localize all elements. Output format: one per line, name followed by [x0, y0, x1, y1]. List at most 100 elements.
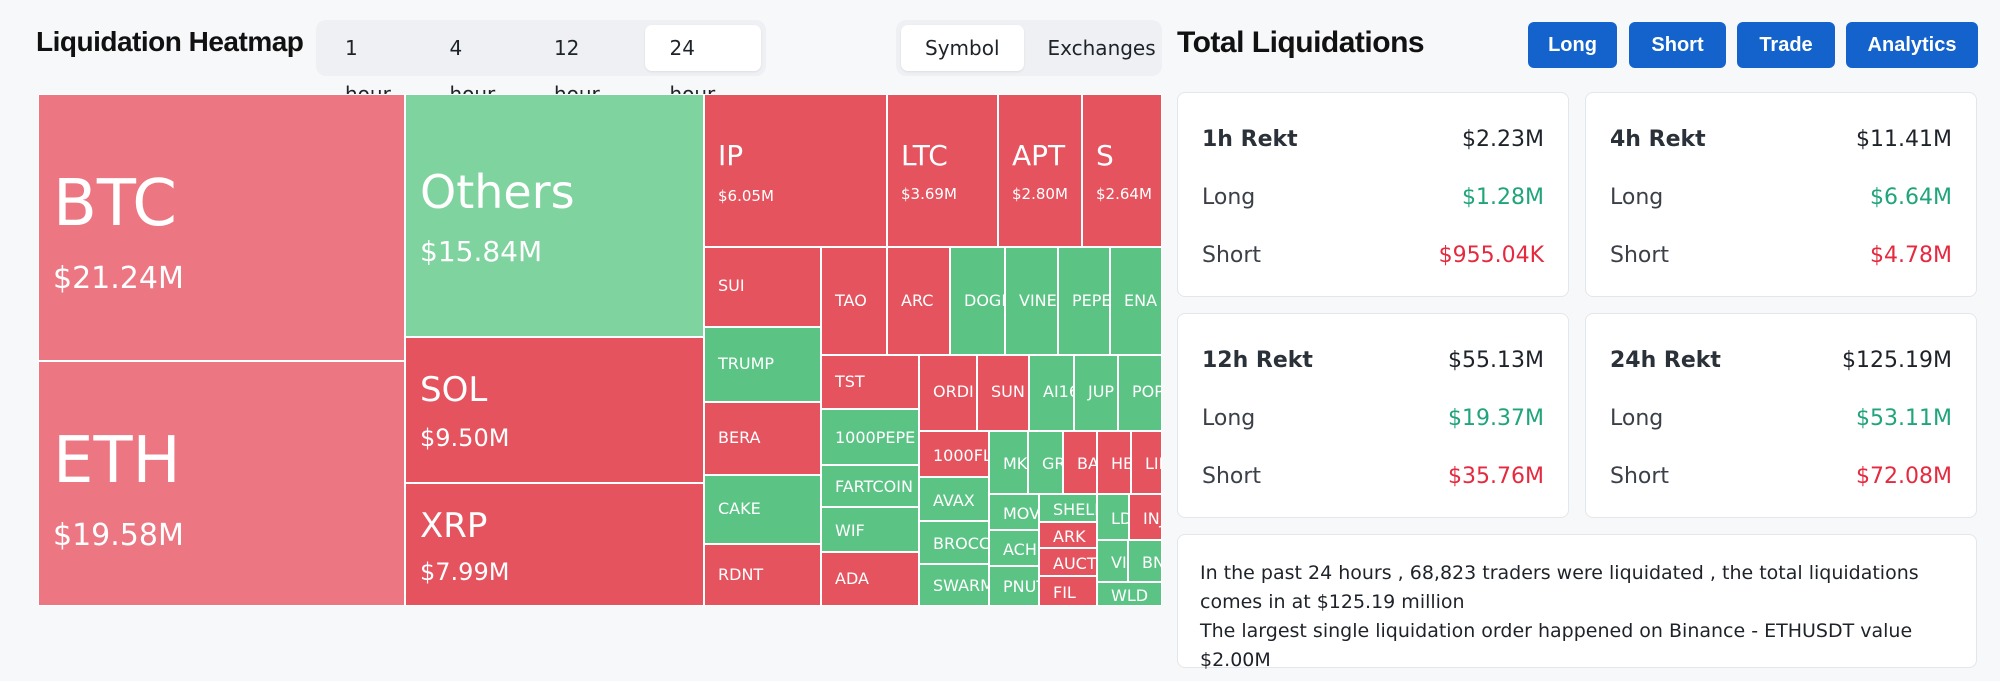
tile-btc[interactable]: BTC $21.24M	[38, 94, 405, 361]
tile-trump[interactable]: TRUMP	[704, 327, 821, 402]
tile-broccoli[interactable]: BROCCOLI	[919, 521, 989, 564]
tile-value: $21.24M	[53, 261, 184, 296]
tile-symbol: FARTCOIN	[835, 477, 913, 496]
tile-arc[interactable]: ARC	[887, 247, 950, 355]
tile-symbol: BNB	[1142, 553, 1161, 572]
tile-symbol: ORDI	[933, 382, 974, 401]
total-liquidations-title: Total Liquidations	[1177, 26, 1425, 59]
tile-fil[interactable]: FIL	[1039, 576, 1097, 606]
tab-12-hour[interactable]: 12 hour	[553, 36, 600, 106]
tile-mkr[interactable]: MKR	[989, 431, 1028, 494]
tile-inj[interactable]: INJ	[1129, 494, 1162, 540]
trade-button[interactable]: Trade	[1737, 22, 1835, 68]
tile-jup[interactable]: JUP	[1074, 355, 1118, 431]
tile-bnb[interactable]: BNB	[1128, 540, 1162, 582]
tile-pepe[interactable]: PEPE	[1058, 247, 1110, 355]
tile-value: $3.69M	[901, 185, 957, 203]
tile-symbol: BANANA	[1077, 454, 1096, 473]
tab-4-hour[interactable]: 4 hour	[449, 36, 495, 106]
long-value: $19.37M	[1448, 406, 1544, 431]
tile-1000pepe[interactable]: 1000PEPE	[821, 409, 919, 465]
analytics-button[interactable]: Analytics	[1846, 22, 1978, 68]
tile-xrp[interactable]: XRP $7.99M	[405, 483, 704, 606]
tile-s[interactable]: S $2.64M	[1082, 94, 1162, 247]
tab-1-hour[interactable]: 1 hour	[345, 36, 391, 106]
tile-symbol: 1000PEPE	[835, 428, 916, 447]
tile-symbol: TAO	[835, 291, 867, 310]
tile-auction[interactable]: AUCTION	[1039, 548, 1097, 576]
tile-vine[interactable]: VINE	[1005, 247, 1058, 355]
tile-value: $2.80M	[1012, 185, 1068, 203]
tile-hbar[interactable]: HBAR	[1097, 431, 1131, 494]
tile-value: $7.99M	[420, 558, 510, 586]
tile-bera[interactable]: BERA	[704, 402, 821, 475]
tile-ltc[interactable]: LTC $3.69M	[887, 94, 998, 247]
tile-swarms[interactable]: SWARMS	[919, 564, 989, 606]
tile-wif[interactable]: WIF	[821, 507, 919, 552]
tile-link[interactable]: LINK	[1131, 431, 1162, 494]
short-value: $955.04K	[1438, 243, 1544, 268]
tile-symbol: LINK	[1145, 454, 1161, 473]
tile-symbol: SOL	[420, 370, 488, 410]
tile-rdnt[interactable]: RDNT	[704, 544, 821, 606]
tile-ark[interactable]: ARK	[1039, 522, 1097, 548]
tile-apt[interactable]: APT $2.80M	[998, 94, 1082, 247]
tile-grass[interactable]: GRASS	[1028, 431, 1063, 494]
tile-sun[interactable]: SUN	[977, 355, 1029, 431]
tile-virtual[interactable]: VIRTUAL	[1097, 540, 1128, 582]
card-label: 4h Rekt	[1610, 127, 1706, 152]
tile-ada[interactable]: ADA	[821, 552, 919, 606]
tile-move[interactable]: MOVE	[989, 494, 1039, 530]
tile-symbol: AVAX	[933, 491, 975, 510]
tile-symbol: APT	[1012, 139, 1066, 172]
tile-tst[interactable]: TST	[821, 355, 919, 409]
tile-symbol: SWARMS	[933, 576, 988, 595]
tile-banana[interactable]: BANANA	[1063, 431, 1097, 494]
tile-wld[interactable]: WLD	[1097, 582, 1162, 606]
liquidation-treemap: BTC $21.24M ETH $19.58M Others $15.84M S…	[38, 94, 1162, 606]
card-1h-rekt: 1h Rekt $2.23M Long $1.28M Short $955.04K	[1177, 92, 1569, 297]
tile-pnut[interactable]: PNUT	[989, 566, 1039, 606]
card-24h-rekt: 24h Rekt $125.19M Long $53.11M Short $72.08…	[1585, 313, 1977, 518]
tile-popcat[interactable]: POPCAT	[1118, 355, 1162, 431]
long-label: Long	[1202, 406, 1256, 431]
tile-symbol: IP	[718, 139, 744, 172]
tile-cake[interactable]: CAKE	[704, 475, 821, 544]
long-label: Long	[1610, 185, 1664, 210]
tile-ena[interactable]: ENA	[1110, 247, 1162, 355]
tile-symbol: GRASS	[1042, 454, 1063, 473]
summary-line-2: The largest single liquidation order hap…	[1200, 620, 1913, 671]
tile-ordi[interactable]: ORDI	[919, 355, 977, 431]
card-label: 24h Rekt	[1610, 348, 1721, 373]
tab-exchanges[interactable]: Exchanges	[1047, 36, 1156, 60]
tile-1000floki[interactable]: 1000FLOKI	[919, 431, 989, 477]
tile-ip[interactable]: IP $6.05M	[704, 94, 887, 247]
tile-ldo[interactable]: LDO	[1097, 494, 1129, 540]
tile-eth[interactable]: ETH $19.58M	[38, 361, 405, 606]
short-button[interactable]: Short	[1629, 22, 1726, 68]
tile-sol[interactable]: SOL $9.50M	[405, 337, 704, 483]
tile-symbol: DOGE	[964, 291, 1004, 310]
tile-tao[interactable]: TAO	[821, 247, 887, 355]
tile-symbol: JUP	[1088, 382, 1115, 401]
tab-symbol[interactable]: Symbol	[901, 25, 1024, 71]
summary-line-1: In the past 24 hours , 68,823 traders we…	[1200, 562, 1919, 613]
view-selector: Symbol Exchanges	[896, 20, 1162, 76]
card-total: $125.19M	[1842, 348, 1952, 373]
short-label: Short	[1202, 464, 1262, 489]
tile-others[interactable]: Others $15.84M	[405, 94, 704, 337]
card-total: $2.23M	[1462, 127, 1544, 152]
tile-symbol: FIL	[1053, 583, 1076, 602]
long-value: $53.11M	[1856, 406, 1952, 431]
tile-avax[interactable]: AVAX	[919, 477, 989, 521]
long-button[interactable]: Long	[1528, 22, 1617, 68]
tab-24-hour[interactable]: 24 hour	[645, 25, 761, 106]
tile-sui[interactable]: SUI	[704, 247, 821, 327]
tile-doge[interactable]: DOGE	[950, 247, 1005, 355]
tile-symbol: MOVE	[1003, 504, 1039, 523]
tile-fartcoin[interactable]: FARTCOIN	[821, 465, 919, 507]
tile-ach[interactable]: ACH	[989, 530, 1039, 566]
tile-ai16z[interactable]: AI16Z	[1029, 355, 1074, 431]
